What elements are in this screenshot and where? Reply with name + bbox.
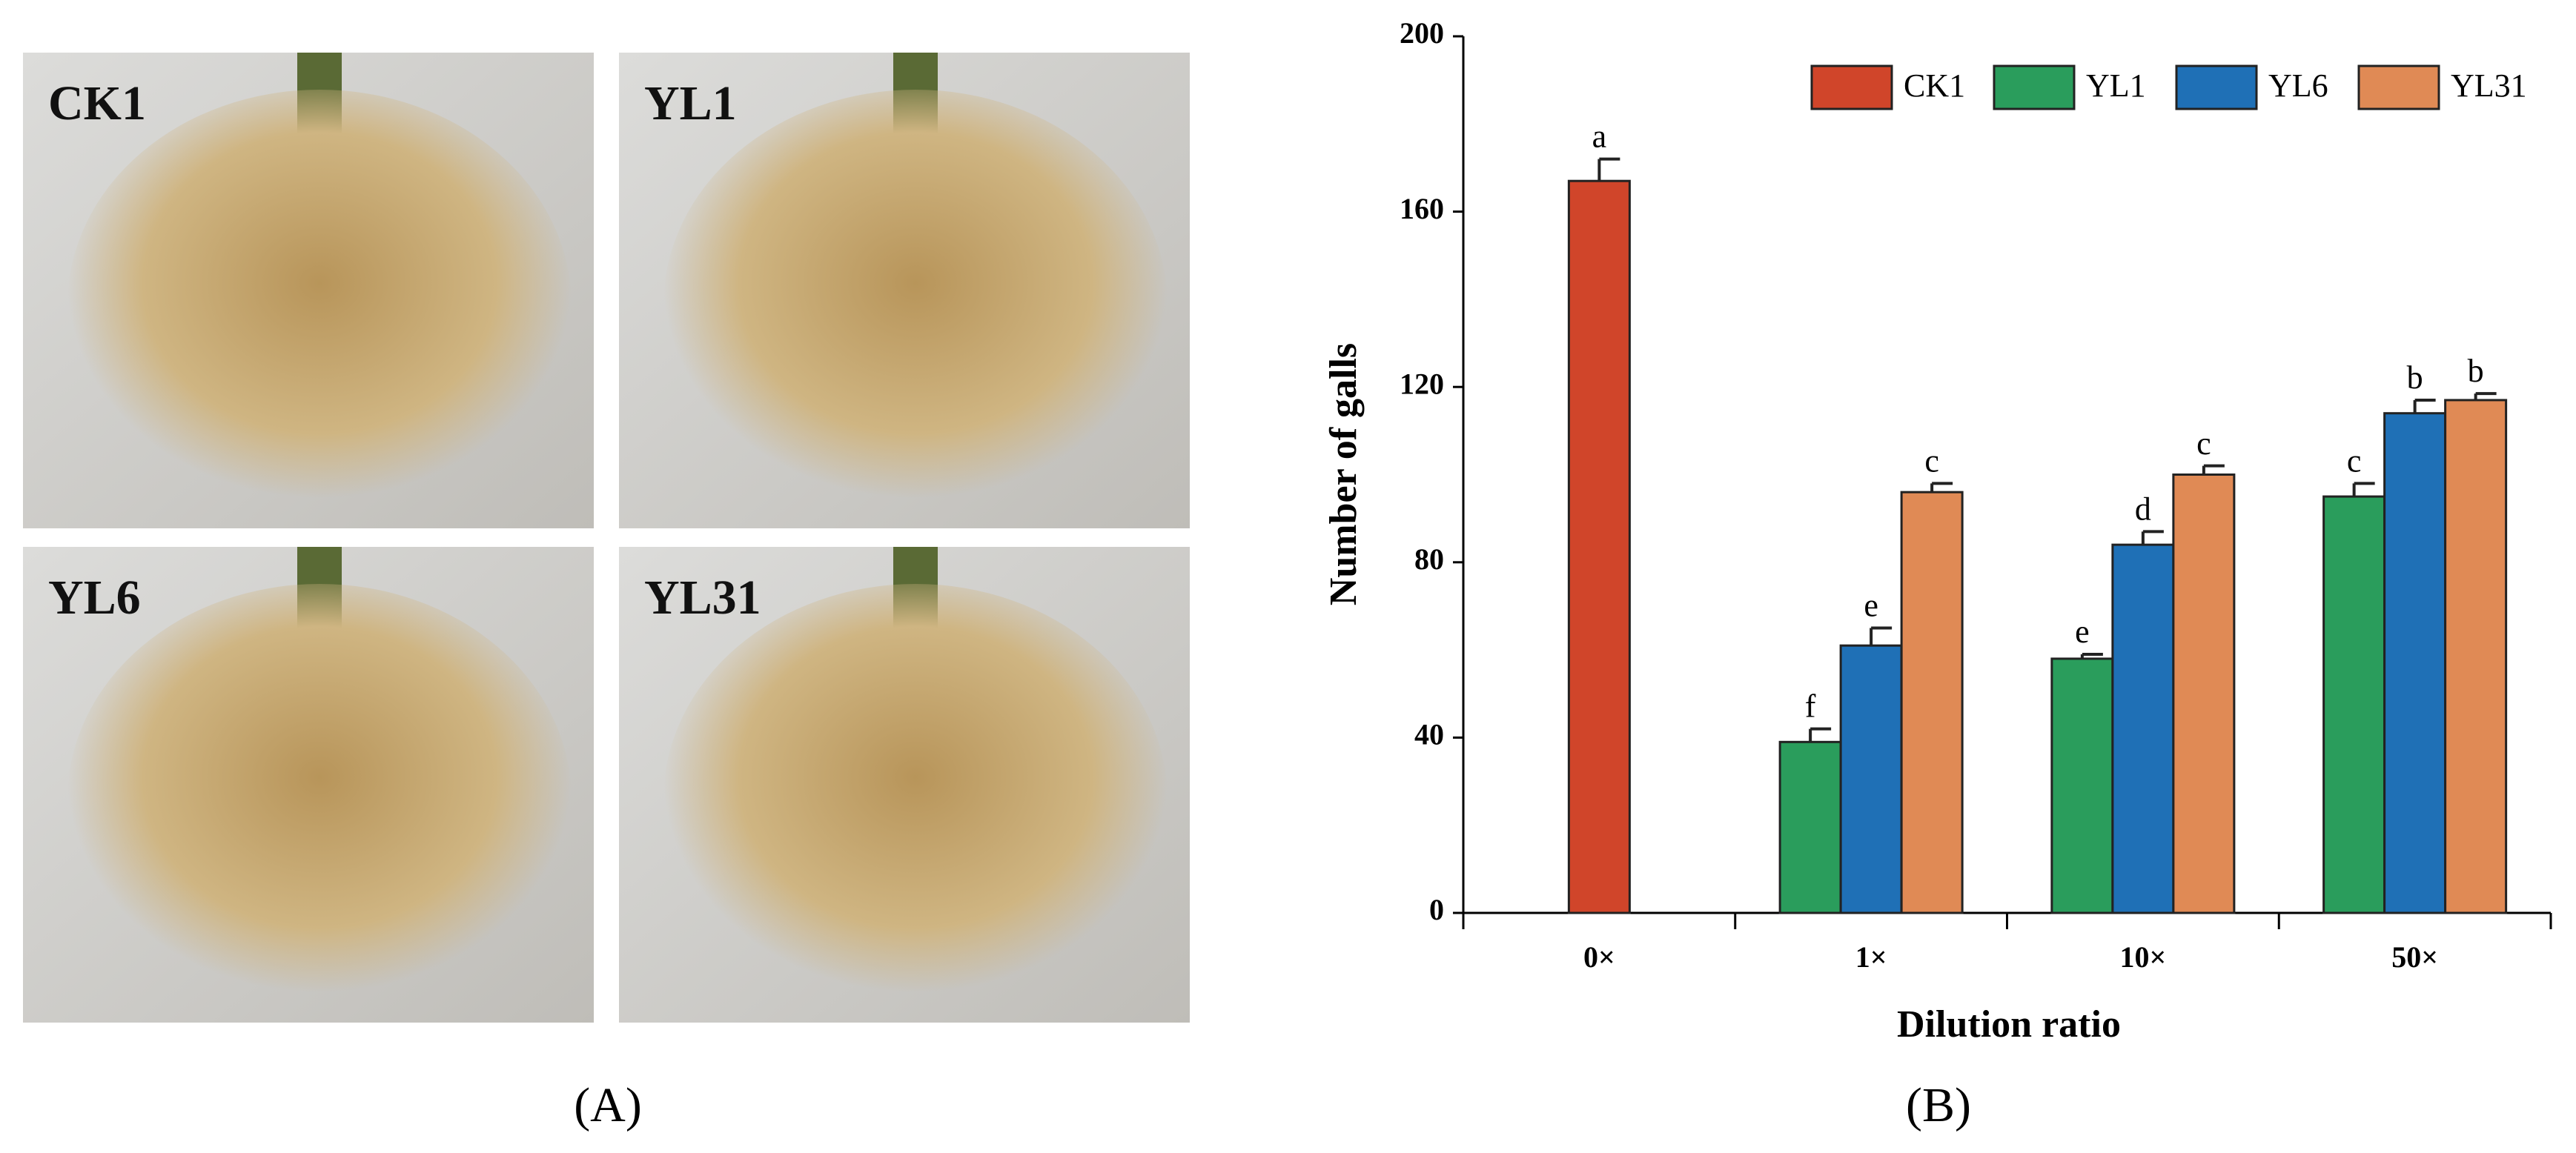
significance-label: c [2347,442,2362,479]
root-mass [663,90,1168,519]
y-tick-label: 200 [1400,16,1444,50]
significance-label: e [1864,588,1878,624]
legend-swatch [1810,64,1893,110]
error-bar [2080,653,2103,659]
y-tick-label: 0 [1429,893,1444,926]
legend-swatch [2357,64,2440,110]
root-mass [663,584,1168,1014]
error-bar [2202,464,2225,475]
bar [2322,495,2386,914]
bar [1839,644,1903,914]
y-tick-label: 40 [1414,718,1444,751]
legend-label: YL6 [2268,67,2328,104]
significance-label: c [1924,442,1939,479]
panel-label: (B) [1906,1078,1971,1132]
photo-label: YL1 [644,76,737,130]
x-tick-label: 1× [1855,940,1887,974]
error-bar [2352,482,2375,497]
root-mass [67,90,572,519]
x-tick-label: 50× [2391,940,2438,974]
photo-label: YL31 [644,571,761,625]
bar [2050,657,2114,914]
legend-label: CK1 [1904,67,1965,104]
significance-label: f [1805,688,1816,725]
significance-label: b [2407,359,2423,396]
error-bar [1809,727,1832,742]
significance-label: c [2196,425,2211,462]
photo-label: CK1 [48,76,146,130]
y-axis-title: Number of galls [1322,343,1365,605]
bar [2383,412,2447,914]
photo-panel: CK1 YL1 YL6 YL31 [23,53,1190,1023]
legend-swatch [1993,64,2076,110]
legend-swatch [2175,64,2258,110]
error-bar [2413,398,2436,413]
error-bar [1930,482,1953,493]
bar [2111,543,2175,914]
bar [2172,474,2236,914]
error-bar [2141,530,2164,545]
x-tick-label: 0× [1583,940,1615,974]
panel-label: (A) [574,1078,642,1132]
bar [1900,491,1964,914]
legend-label: YL1 [2086,67,2146,104]
photo-label: YL6 [48,571,141,625]
legend-label: YL31 [2451,67,2527,104]
y-tick-label: 80 [1414,542,1444,576]
significance-label: b [2468,353,2484,389]
bar [1567,179,1631,914]
x-axis-title: Dilution ratio [1897,1003,2121,1046]
error-bar [2474,392,2497,400]
bar [1778,740,1842,914]
y-tick-label: 120 [1400,367,1444,400]
significance-label: d [2135,491,2151,527]
x-tick-label: 10× [2119,940,2166,974]
significance-label: e [2075,614,2090,650]
y-tick-label: 160 [1400,192,1444,225]
significance-label: a [1592,119,1607,155]
error-bar [1870,626,1893,646]
root-mass [67,584,572,1014]
bar [2444,399,2508,914]
error-bar [1597,157,1620,182]
